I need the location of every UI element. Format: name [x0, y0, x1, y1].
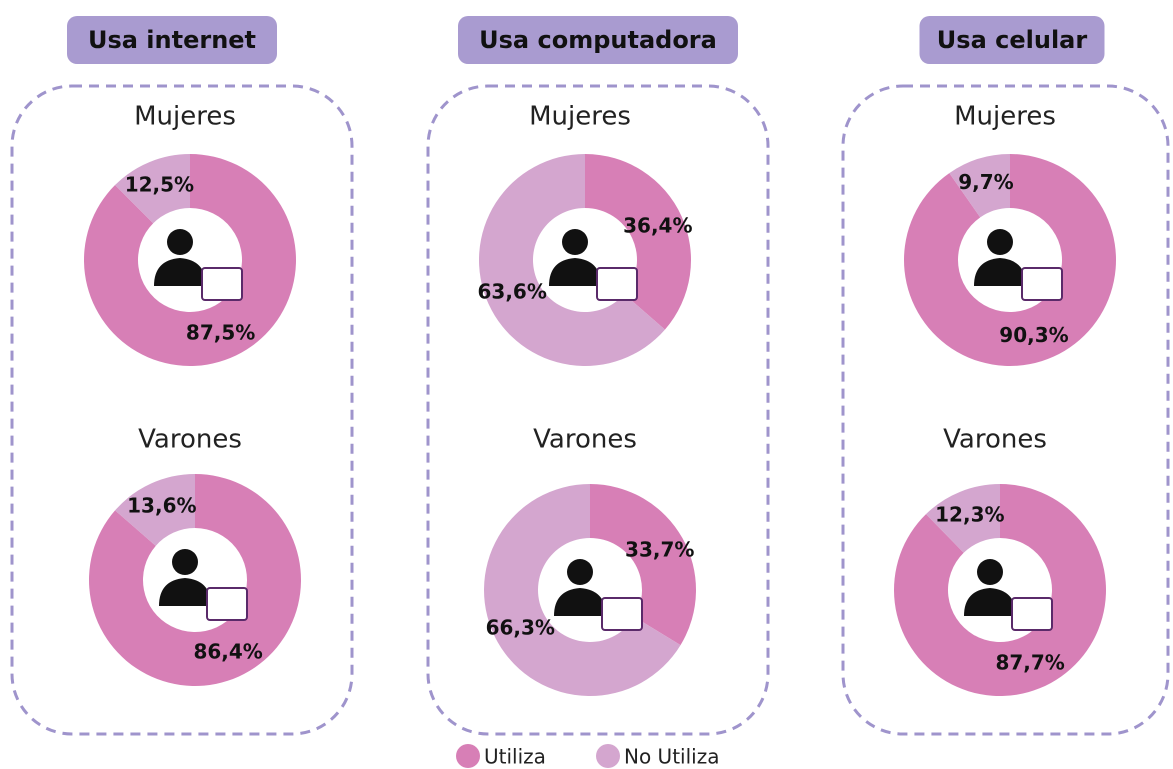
- chart-title: Mujeres: [134, 102, 236, 132]
- donut-segment: [893, 484, 1106, 696]
- value-label: 33,7%: [625, 537, 694, 561]
- panel-border: [426, 84, 770, 736]
- donut-segment: [585, 154, 691, 330]
- device-icon: [1011, 597, 1053, 631]
- panel-title-pill: [458, 16, 738, 64]
- device-icon: [1021, 267, 1063, 301]
- device-icon: [206, 587, 248, 621]
- donut-segment: [949, 154, 1010, 218]
- donut-segment: [115, 154, 190, 224]
- value-label: 86,4%: [193, 639, 262, 663]
- value-label: 13,6%: [127, 494, 196, 518]
- person-body: [974, 258, 1026, 286]
- value-label: 12,5%: [125, 173, 194, 197]
- value-label: 90,3%: [999, 323, 1068, 347]
- person-body: [159, 578, 211, 606]
- value-label: 63,6%: [477, 280, 546, 304]
- panel-title-pill: [919, 16, 1105, 64]
- value-label: 9,7%: [958, 170, 1013, 194]
- value-label: 66,3%: [486, 616, 555, 640]
- chart-title: Mujeres: [529, 102, 631, 132]
- donut-segment: [903, 154, 1116, 366]
- panel-border: [841, 84, 1170, 736]
- chart-title: Varones: [138, 425, 242, 455]
- person-head: [562, 229, 588, 255]
- value-label: 87,7%: [995, 651, 1064, 675]
- device-icon: [601, 597, 643, 631]
- person-head: [167, 229, 193, 255]
- panel-title: Usa internet: [88, 26, 256, 54]
- value-label: 87,5%: [186, 320, 255, 344]
- donut-segment: [478, 154, 665, 367]
- donut-segment: [88, 474, 302, 686]
- donut-segment: [484, 484, 681, 696]
- person-body: [549, 258, 601, 286]
- panel-border: [10, 84, 354, 736]
- panel-title: Usa celular: [937, 26, 1088, 54]
- donut-segment: [115, 474, 195, 546]
- person-head: [977, 559, 1003, 585]
- donut-segment: [590, 484, 697, 646]
- person-head: [567, 559, 593, 585]
- legend-swatch: [456, 744, 480, 768]
- person-head: [987, 229, 1013, 255]
- panel-title: Usa computadora: [479, 26, 717, 54]
- chart-title: Varones: [533, 425, 637, 455]
- person-head: [172, 549, 198, 575]
- person-body: [554, 588, 606, 616]
- person-body: [154, 258, 206, 286]
- legend-swatch: [596, 744, 620, 768]
- device-icon: [201, 267, 243, 301]
- person-body: [964, 588, 1016, 616]
- value-label: 12,3%: [935, 502, 1004, 526]
- chart-title: Varones: [943, 425, 1047, 455]
- donut-segment: [83, 154, 297, 367]
- chart-title: Mujeres: [954, 102, 1056, 132]
- legend-label: No Utiliza: [624, 745, 719, 769]
- legend-label: Utiliza: [484, 745, 546, 769]
- value-label: 36,4%: [623, 213, 692, 237]
- device-icon: [596, 267, 638, 301]
- donut-segment: [925, 484, 1000, 553]
- panel-title-pill: [67, 16, 277, 64]
